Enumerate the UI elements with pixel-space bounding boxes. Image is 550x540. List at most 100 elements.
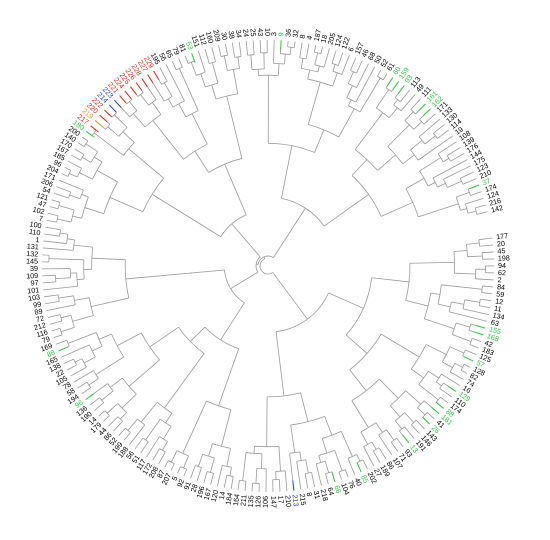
- internal-branch: [284, 54, 286, 65]
- leaf-label: 42: [483, 338, 494, 349]
- internal-branch: [424, 135, 436, 145]
- internal-branch: [464, 299, 480, 303]
- branch-arc: [287, 46, 295, 48]
- branch-arc: [348, 83, 357, 88]
- leaf-highlight: [418, 103, 426, 112]
- internal-branch: [194, 150, 209, 173]
- internal-branch: [451, 301, 464, 305]
- internal-branch: [425, 344, 447, 355]
- internal-branch: [88, 378, 99, 386]
- leaf-branch: [252, 40, 255, 55]
- leaf-label: 30: [219, 31, 229, 41]
- internal-branch: [255, 468, 258, 484]
- branch-arc: [394, 412, 405, 422]
- branch-arc: [93, 370, 99, 379]
- leaf-branch: [48, 212, 59, 217]
- internal-branch: [250, 54, 253, 70]
- leaf-label: 102: [32, 205, 46, 217]
- branch-arc: [347, 454, 357, 459]
- branch-arc: [123, 142, 135, 156]
- leaf-branch: [390, 441, 398, 452]
- leaf-label: 157: [353, 41, 366, 56]
- leaf-label: 12: [495, 296, 504, 306]
- leaf-branch: [411, 424, 420, 434]
- leaf-highlight: [431, 406, 440, 415]
- leaf-branch: [472, 337, 482, 342]
- leaf-branch: [344, 469, 349, 478]
- leaf-highlight: [280, 40, 282, 51]
- leaf-branch: [53, 334, 63, 339]
- branch-arc: [212, 443, 231, 449]
- internal-branch: [393, 99, 399, 106]
- leaf-label: 34: [234, 29, 244, 38]
- internal-branch: [441, 284, 483, 290]
- leaf-label: 49: [414, 82, 426, 94]
- internal-branch: [164, 353, 205, 409]
- leaf-label: 59: [496, 289, 505, 299]
- leaf-label: 165: [45, 354, 60, 367]
- leaf-branch: [396, 437, 404, 448]
- leaf-branch: [140, 441, 149, 454]
- leaf-branch: [98, 410, 106, 417]
- branch-arc: [405, 263, 411, 301]
- branch-arc: [418, 136, 426, 145]
- leaf-branch: [278, 479, 281, 492]
- leaf-label: 79: [41, 334, 51, 345]
- internal-branch: [69, 172, 78, 178]
- internal-branch: [151, 102, 162, 115]
- branch-arc: [168, 460, 175, 464]
- internal-branch: [60, 327, 75, 333]
- internal-branch: [132, 113, 146, 128]
- leaf-label: 79: [170, 45, 181, 56]
- internal-branch: [163, 426, 172, 440]
- leaf-highlight: [86, 131, 95, 138]
- leaf-branch: [482, 285, 494, 288]
- internal-branch: [277, 63, 280, 76]
- leaf-label: 6: [346, 46, 356, 53]
- internal-branch: [307, 69, 311, 80]
- branch-arc: [227, 67, 240, 71]
- leaf-label: 43: [256, 28, 265, 36]
- tree-branches: [48, 46, 486, 484]
- internal-branch: [324, 416, 333, 436]
- leaf-label: 5: [170, 475, 180, 482]
- leaf-label: 110: [28, 227, 41, 238]
- branch-arc: [204, 326, 239, 350]
- leaf-branch: [70, 366, 87, 377]
- internal-branch: [390, 405, 401, 418]
- internal-branch: [208, 443, 213, 457]
- leaf-label: 109: [26, 271, 38, 281]
- internal-branch: [346, 85, 353, 98]
- branch-arc: [111, 333, 125, 358]
- leaf-branch: [481, 292, 493, 295]
- leaf-branch: [480, 298, 492, 302]
- leaf-branch: [210, 473, 214, 485]
- leaf-highlight: [356, 462, 362, 473]
- leaf-branch: [245, 41, 248, 56]
- internal-branch: [182, 400, 207, 454]
- internal-branch: [332, 72, 338, 87]
- leaf-branch: [55, 339, 68, 345]
- leaf-label: 63: [490, 317, 500, 328]
- internal-branch: [149, 326, 179, 348]
- leaf-label: 134: [492, 310, 506, 321]
- branch-arc: [144, 114, 162, 128]
- leaf-highlight: [124, 90, 132, 100]
- leaf-label: 210: [478, 168, 493, 181]
- internal-branch: [410, 140, 423, 151]
- leaf-branch: [284, 470, 288, 492]
- branch-arc: [318, 450, 335, 456]
- internal-branch: [57, 218, 72, 223]
- internal-branch: [359, 77, 381, 113]
- branch-arc: [474, 207, 478, 215]
- internal-branch: [375, 89, 390, 109]
- leaf-branch: [53, 192, 69, 199]
- leaf-branch: [218, 45, 222, 57]
- branch-arc: [363, 441, 373, 448]
- internal-branch: [340, 431, 353, 457]
- branch-arc: [70, 209, 75, 223]
- internal-branch: [96, 170, 118, 183]
- leaf-label: 25: [248, 28, 258, 37]
- branch-arc: [220, 214, 247, 237]
- leaf-label: 86: [102, 430, 114, 442]
